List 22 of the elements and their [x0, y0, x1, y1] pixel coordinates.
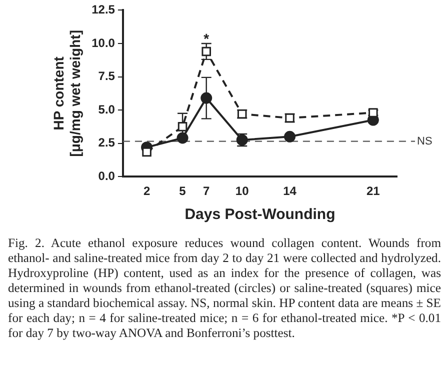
- x-tick-label: 10: [235, 184, 250, 198]
- caption: Fig. 2. Acute ethanol exposure reduces wound collagen content. Wounds from ethanol- and saline-treated mice from day 2 to day 21 were collected and hydrolyzed. Hydroxyproline (HP) content, used as an index for the presence of collagen, was determined in wounds from ethanol-treated (circles) or saline-treated (squares) mice using a standard biochemical assay. NS, normal skin. HP content data are means ± SE for each day; n = 4 for saline-treated mice; n = 6 for ethanol-treated mice. *P < 0.01 for day 7 by two-way ANOVA and Bonferroni’s posttest.: [8, 235, 441, 341]
- y-tick-label: 12.5: [92, 2, 116, 17]
- x-tick-label: 7: [203, 184, 210, 198]
- y-tick-label: 2.5: [98, 136, 116, 150]
- point: [178, 122, 188, 132]
- x-tick-label: 5: [179, 184, 186, 198]
- ref-line-label: NS: [417, 135, 432, 148]
- point: [142, 147, 152, 157]
- y-tick-label: 5.0: [98, 102, 116, 116]
- y-tick-label: 7.5: [98, 69, 116, 84]
- y-axis-title: HP content [μg/mg wet weight]: [50, 30, 84, 157]
- x-tick-label: 21: [366, 184, 380, 198]
- y-tick-label: 0.0: [98, 168, 116, 183]
- x-axis-title: Days Post-Wounding: [184, 206, 336, 224]
- point: [176, 132, 188, 144]
- annotation: *: [204, 30, 210, 46]
- point: [200, 92, 212, 104]
- x-tick-label: 14: [283, 184, 297, 198]
- x-tick-label: 2: [143, 184, 150, 198]
- point: [284, 130, 296, 142]
- y-tick-label: 10.0: [92, 36, 116, 50]
